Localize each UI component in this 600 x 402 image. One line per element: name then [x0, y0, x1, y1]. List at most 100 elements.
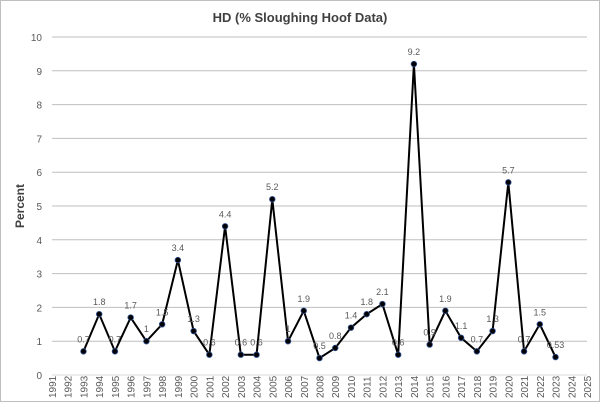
data-point [347, 324, 355, 331]
data-point [253, 351, 260, 358]
data-label: 0.7 [471, 334, 484, 344]
x-tick-label: 1999 [174, 375, 185, 398]
data-label: 5.2 [266, 182, 279, 192]
data-label: 0.6 [392, 338, 405, 348]
chart-title: HD (% Sloughing Hoof Data) [213, 10, 388, 25]
data-point [300, 307, 307, 314]
data-point [206, 351, 213, 358]
y-tick-label: 8 [36, 101, 42, 112]
x-tick-label: 1998 [158, 375, 169, 398]
data-label: 0.8 [329, 331, 342, 341]
y-tick-label: 10 [31, 33, 43, 44]
data-point [457, 334, 465, 342]
x-tick-label: 1991 [48, 375, 59, 398]
y-tick-label: 6 [36, 168, 42, 179]
data-label: 1.8 [360, 297, 373, 307]
data-label: 5.7 [502, 165, 515, 175]
data-point [394, 351, 402, 358]
data-label: 1.4 [345, 311, 358, 321]
y-tick-label: 9 [36, 67, 42, 78]
data-label: 1.8 [93, 297, 106, 307]
data-point [536, 321, 543, 328]
x-tick-label: 2010 [347, 375, 358, 398]
data-point [363, 310, 370, 318]
x-tick-label: 1992 [64, 375, 75, 398]
x-tick-label: 2008 [316, 375, 327, 398]
x-tick-label: 2007 [300, 375, 311, 398]
data-label: 0.6 [203, 338, 216, 348]
data-label: 1.9 [298, 294, 311, 304]
data-point [96, 310, 103, 318]
data-label: 1.3 [486, 314, 499, 324]
data-label: 0.7 [518, 334, 531, 344]
data-point [379, 300, 386, 308]
data-point [111, 348, 119, 355]
x-tick-label: 2024 [567, 375, 578, 398]
data-label: 0.9 [423, 328, 436, 338]
x-tick-label: 2001 [205, 375, 216, 398]
x-tick-label: 1994 [95, 375, 106, 398]
x-tick-label: 1997 [142, 375, 153, 398]
x-tick-label: 2003 [237, 375, 248, 398]
x-tick-label: 2002 [221, 375, 232, 398]
x-tick-label: 2023 [552, 375, 563, 398]
data-point [190, 327, 197, 335]
data-point [143, 338, 150, 345]
data-label: 3.4 [172, 243, 185, 253]
x-tick-label: 2017 [457, 375, 468, 398]
x-tick-label: 1993 [79, 375, 90, 398]
y-tick-label: 3 [36, 270, 42, 281]
data-point [520, 348, 528, 355]
y-tick-label: 0 [36, 371, 42, 382]
data-label: 0.6 [250, 338, 263, 348]
data-label: 1.1 [455, 321, 468, 331]
data-point [505, 179, 512, 186]
data-label: 1.3 [187, 314, 200, 324]
y-tick-label: 4 [36, 236, 42, 247]
data-label: 1.5 [156, 307, 169, 317]
x-tick-label: 2019 [489, 375, 500, 398]
x-tick-label: 2014 [410, 375, 421, 398]
data-label: 4.4 [219, 209, 232, 219]
x-tick-label: 2011 [363, 376, 374, 398]
y-axis-label: Percent [13, 184, 27, 228]
x-tick-label: 2000 [190, 375, 201, 398]
data-label: 1 [286, 324, 291, 334]
data-point [332, 344, 339, 352]
data-label: 0.53 [547, 340, 565, 350]
y-tick-label: 1 [36, 337, 42, 348]
y-tick-label: 7 [36, 134, 42, 145]
x-tick-label: 1995 [111, 375, 122, 398]
data-label: 1 [144, 324, 149, 334]
x-tick-label: 1996 [127, 375, 138, 398]
x-tick-label: 2009 [331, 375, 342, 398]
data-label: 2.1 [376, 287, 389, 297]
x-tick-label: 2006 [284, 375, 295, 398]
data-point [127, 314, 134, 321]
x-tick-label: 2004 [253, 375, 264, 398]
x-tick-label: 2012 [378, 375, 389, 398]
data-point [221, 223, 229, 230]
x-tick-label: 2020 [504, 375, 515, 398]
y-tick-label: 5 [36, 202, 42, 213]
data-point [473, 348, 481, 355]
data-point [174, 256, 182, 264]
data-point [80, 348, 87, 355]
data-label: 0.7 [77, 334, 90, 344]
data-point [158, 321, 166, 328]
data-label: 9.2 [408, 47, 421, 57]
data-point [269, 196, 276, 203]
data-point [316, 354, 323, 362]
data-label: 1.7 [124, 301, 137, 311]
data-point [442, 307, 449, 314]
x-tick-label: 2022 [536, 375, 547, 398]
x-tick-label: 2018 [473, 375, 484, 398]
data-point [284, 338, 292, 345]
data-label: 0.7 [109, 334, 122, 344]
x-tick-label: 2013 [394, 375, 405, 398]
y-tick-label: 2 [36, 303, 42, 314]
x-tick-label: 2021 [520, 375, 531, 398]
data-point [410, 60, 418, 68]
data-label: 1.5 [534, 307, 547, 317]
